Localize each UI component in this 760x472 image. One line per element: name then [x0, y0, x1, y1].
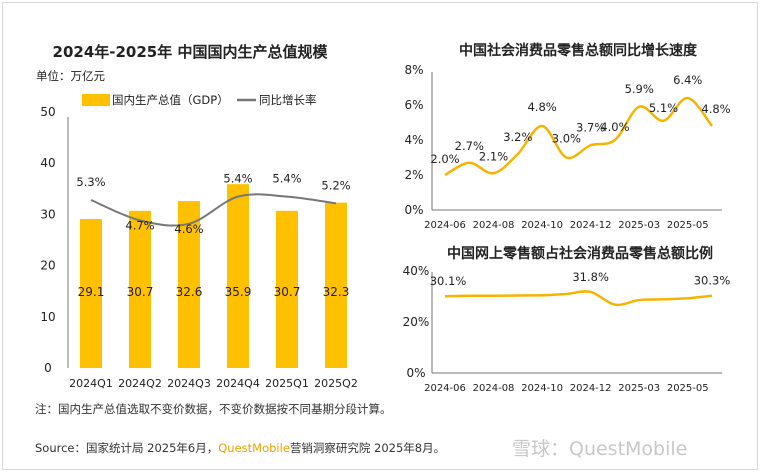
- retail-growth-label: 6.4%: [673, 73, 702, 87]
- y-tick-label: 40%: [403, 264, 430, 278]
- gdp-bar: [276, 210, 298, 368]
- growth-rate-label: 4.6%: [174, 222, 203, 236]
- online-share-label: 30.1%: [430, 274, 467, 288]
- legend-line-label: 同比增长率: [259, 93, 317, 107]
- y-tick-label: 6%: [404, 98, 423, 112]
- retail-growth-label: 3.2%: [503, 130, 532, 144]
- source-brand: QuestMobile: [218, 441, 290, 455]
- source-suffix: 营销洞察研究院 2025年8月。: [289, 441, 446, 455]
- retail-growth-label: 2.1%: [479, 149, 508, 163]
- x-tick-label: 2024-10: [521, 220, 563, 231]
- gdp-bar-label: 32.3: [323, 285, 350, 299]
- retail-growth-label: 3.7%: [576, 120, 605, 134]
- y-tick-label: 0%: [406, 366, 425, 380]
- x-tick-label: 2024-10: [521, 383, 563, 394]
- gdp-bar-label: 35.9: [225, 285, 252, 299]
- watermark: 雪球：QuestMobile: [512, 438, 688, 460]
- x-tick-label: 2025-05: [667, 220, 709, 231]
- gdp-bar-label: 30.7: [127, 285, 154, 299]
- gdp-bar: [325, 202, 347, 368]
- growth-rate-label: 5.3%: [76, 175, 105, 189]
- x-tick-label: 2024Q2: [118, 377, 162, 390]
- x-tick-label: 2024-06: [424, 383, 466, 394]
- footnote: 注：国内生产总值选取不变价数据，不变价数据按不同基期分段计算。: [35, 402, 392, 416]
- growth-rate-label: 4.7%: [125, 218, 154, 232]
- y-tick-label: 2%: [404, 168, 423, 182]
- online-share-label: 31.8%: [572, 270, 609, 284]
- x-tick-label: 2025Q2: [314, 377, 358, 390]
- retail-growth-label: 2.0%: [430, 152, 459, 166]
- x-tick-label: 2025Q1: [265, 377, 309, 390]
- y-tick-label: 0%: [404, 203, 423, 217]
- x-tick-label: 2025-05: [667, 383, 709, 394]
- growth-rate-line: [90, 193, 337, 227]
- y-tick-label: 40: [40, 156, 55, 170]
- x-tick-label: 2024-06: [424, 220, 466, 231]
- x-tick-label: 2024-12: [570, 383, 612, 394]
- retail-growth-label: 5.1%: [649, 101, 678, 115]
- y-tick-label: 10: [40, 310, 55, 324]
- gdp-bar: [178, 201, 200, 368]
- gdp-bar: [129, 210, 151, 368]
- online-share-line: [444, 290, 713, 307]
- retail-growth-label: 3.0%: [552, 132, 581, 146]
- y-tick-label: 50: [40, 105, 55, 119]
- source-prefix: Source：国家统计局 2025年6月，: [35, 441, 219, 455]
- y-tick-label: 4%: [404, 133, 423, 147]
- legend-bar-swatch: [82, 94, 110, 106]
- retail-growth-label: 4.8%: [527, 100, 556, 114]
- y-tick-label: 8%: [404, 63, 423, 77]
- x-tick-label: 2025-03: [618, 220, 660, 231]
- legend-bar-label: 国内生产总值（GDP）: [112, 93, 229, 107]
- source-line: Source：国家统计局 2025年6月，QuestMobile营销洞察研究院 …: [35, 440, 445, 456]
- gdp-bar: [80, 219, 102, 368]
- x-tick-label: 2024Q3: [167, 377, 211, 390]
- x-tick-label: 2024-12: [570, 220, 612, 231]
- y-tick-label: 20: [40, 259, 55, 273]
- retail-growth-label: 5.9%: [625, 82, 654, 96]
- retail-growth-line: [444, 96, 713, 177]
- x-tick-label: 2024Q1: [69, 377, 113, 390]
- growth-rate-label: 5.4%: [272, 172, 301, 186]
- growth-rate-label: 5.4%: [223, 172, 252, 186]
- x-tick-label: 2024-08: [473, 220, 515, 231]
- y-tick-label: 20%: [403, 315, 430, 329]
- unit-label: 单位：万亿元: [36, 69, 105, 83]
- x-tick-label: 2024Q4: [216, 377, 260, 390]
- y-tick-label: 0: [44, 361, 52, 375]
- chart-title-retail-growth: 中国社会消费品零售总额同比增长速度: [459, 42, 698, 59]
- online-share-label: 30.3%: [694, 274, 731, 288]
- gdp-bar-label: 32.6: [176, 285, 203, 299]
- y-tick-label: 30: [40, 207, 55, 221]
- growth-rate-label: 5.2%: [321, 178, 350, 192]
- retail-growth-label: 4.8%: [701, 102, 730, 116]
- chart-title-online-share: 中国网上零售额占社会消费品零售总额比例: [447, 245, 713, 262]
- retail-growth-label: 2.7%: [455, 139, 484, 153]
- x-tick-label: 2025-03: [618, 383, 660, 394]
- x-tick-label: 2024-08: [473, 383, 515, 394]
- gdp-bar-label: 30.7: [274, 285, 301, 299]
- chart-title-gdp: 2024年-2025年 中国国内生产总值规模: [53, 43, 329, 61]
- gdp-bar: [227, 184, 249, 368]
- retail-growth-label: 4.0%: [600, 120, 629, 134]
- gdp-bar-label: 29.1: [78, 285, 105, 299]
